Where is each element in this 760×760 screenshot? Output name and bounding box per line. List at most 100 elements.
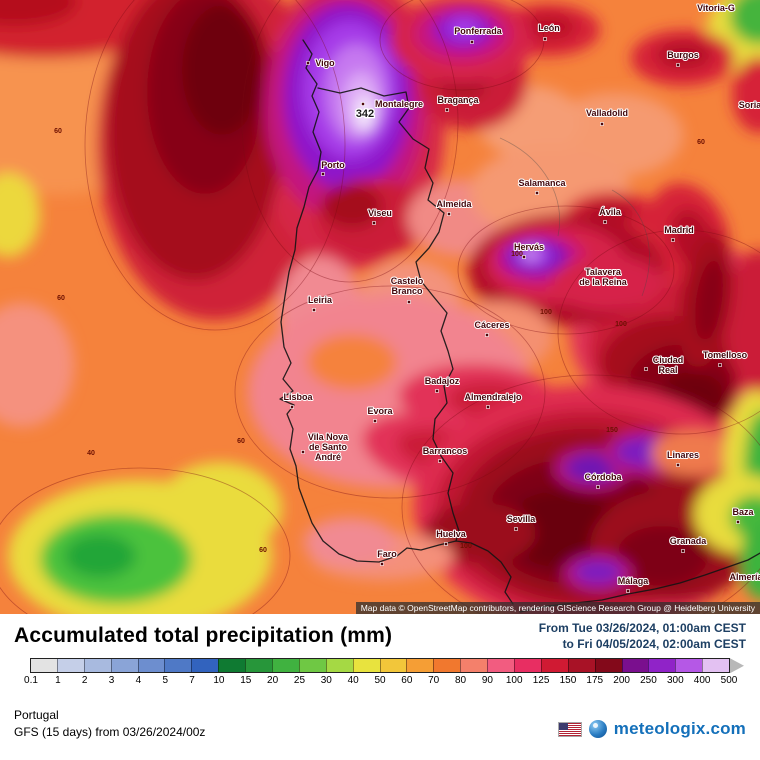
city-marker bbox=[535, 191, 539, 195]
contour-value-label: 150 bbox=[606, 427, 618, 434]
city-label: Granada bbox=[670, 536, 708, 546]
legend-chip bbox=[460, 659, 488, 673]
model-run-label: GFS (15 days) from 03/26/2024/00z bbox=[14, 725, 206, 740]
legend-tick-label: 10 bbox=[213, 675, 225, 687]
city-marker bbox=[676, 63, 680, 67]
contour-value-label: 60 bbox=[697, 139, 705, 146]
city-marker bbox=[583, 278, 587, 282]
city-marker bbox=[522, 255, 526, 259]
city-label: Burgos bbox=[667, 50, 699, 60]
city-label: Hervás bbox=[514, 242, 544, 252]
city-marker bbox=[718, 363, 722, 367]
city-marker bbox=[470, 40, 474, 44]
max-value-label: 342 bbox=[356, 108, 374, 120]
legend-tick-label: 50 bbox=[374, 675, 386, 687]
page-title: Accumulated total precipitation (mm) bbox=[14, 624, 393, 647]
legend-chip bbox=[164, 659, 192, 673]
city-label: Badajoz bbox=[425, 376, 460, 386]
precipitation-map: 60 60 40 60 60 100 100 100 60 100 150 Vigo Montaleg… bbox=[0, 0, 760, 614]
legend-chip bbox=[31, 659, 57, 673]
contour-lines bbox=[0, 0, 760, 614]
city-label: Ponferrada bbox=[454, 26, 503, 36]
legend-chip bbox=[406, 659, 434, 673]
contour-value-label: 100 bbox=[511, 251, 523, 258]
legend-tick-label: 20 bbox=[267, 675, 279, 687]
us-flag-icon bbox=[557, 721, 582, 737]
legend-tick-label: 200 bbox=[613, 675, 630, 687]
city-label: Bragança bbox=[437, 95, 479, 105]
city-label: Montalegre bbox=[375, 99, 423, 109]
legend-tick-label: 1 bbox=[55, 675, 61, 687]
city-marker bbox=[373, 419, 377, 423]
legend-chip bbox=[621, 659, 649, 673]
city-marker bbox=[676, 463, 680, 467]
legend-chip bbox=[298, 659, 326, 673]
city-marker bbox=[644, 367, 648, 371]
city-marker bbox=[444, 542, 448, 546]
legend-labels: 0.1 1 2 3 4 5 7 10 15 20 25 30 40 50 60 70 80 90 100 125 150… bbox=[24, 675, 737, 689]
contour-value-labels: 60 60 40 60 60 100 100 100 60 100 150 bbox=[54, 128, 705, 554]
legend-chip bbox=[272, 659, 299, 673]
legend-chip bbox=[702, 659, 730, 673]
city-marker bbox=[290, 405, 294, 409]
legend-tick-label: 25 bbox=[293, 675, 306, 687]
legend-chip bbox=[191, 659, 219, 673]
region-label: Portugal bbox=[14, 708, 59, 723]
city-marker bbox=[626, 589, 630, 593]
city-marker bbox=[514, 527, 518, 531]
city-marker bbox=[312, 308, 316, 312]
city-marker bbox=[438, 459, 442, 463]
legend-tick-label: 4 bbox=[135, 675, 142, 687]
color-scale-legend: 0.1 1 2 3 4 5 7 10 15 20 25 30 40 50 60 70 80 90 100 125 150… bbox=[16, 658, 744, 692]
city-label: Faro bbox=[377, 549, 397, 559]
legend-arrow-left-icon bbox=[16, 658, 30, 674]
region-border-lines bbox=[499, 137, 650, 297]
contour-value-label: 40 bbox=[87, 450, 95, 457]
city-label: Almeida bbox=[436, 199, 472, 209]
city-label: Vigo bbox=[315, 58, 335, 68]
legend-tick-label: 90 bbox=[481, 675, 493, 687]
city-marker bbox=[681, 549, 685, 553]
city-label: Linares bbox=[667, 450, 699, 460]
legend-tick-label: 125 bbox=[532, 675, 550, 687]
city-label: Baza bbox=[732, 507, 754, 517]
legend-tick-label: 7 bbox=[189, 675, 195, 687]
city-label: Ávila bbox=[599, 207, 622, 217]
city-marker bbox=[445, 108, 449, 112]
legend-tick-label: 30 bbox=[320, 675, 332, 687]
legend-chip bbox=[110, 659, 138, 673]
legend-tick-label: 80 bbox=[454, 675, 467, 687]
legend-chip bbox=[514, 659, 541, 673]
city-marker bbox=[447, 212, 451, 216]
city-label: Tomelloso bbox=[703, 350, 748, 360]
city-label: Barrancos bbox=[423, 446, 468, 456]
legend-chip bbox=[487, 659, 515, 673]
city-label: Talavera de la Reina bbox=[579, 267, 628, 287]
city-marker bbox=[301, 450, 305, 454]
city-labels-layer: Vigo Montalegre Bragança Ponferrada León Burg… bbox=[282, 2, 760, 593]
contour-value-label: 100 bbox=[540, 309, 552, 316]
city-label: Madrid bbox=[664, 225, 694, 235]
precipitation-blobs bbox=[0, 0, 760, 614]
city-marker bbox=[736, 520, 740, 524]
city-marker bbox=[361, 102, 365, 106]
legend-tick-label: 2 bbox=[81, 675, 88, 687]
city-marker bbox=[603, 220, 607, 224]
footer-panel: Accumulated total precipitation (mm) Fro… bbox=[0, 614, 760, 760]
city-label: Lisboa bbox=[283, 392, 313, 402]
legend-arrow-right-icon bbox=[730, 658, 744, 674]
city-label: Sevilla bbox=[507, 514, 537, 524]
model-info: Portugal GFS (15 days) from 03/26/2024/0… bbox=[14, 708, 205, 739]
city-label: Vitoria-G bbox=[697, 3, 735, 13]
legend-chip bbox=[433, 659, 461, 673]
legend-tick-label: 60 bbox=[401, 675, 413, 687]
city-label: Huelva bbox=[436, 529, 467, 539]
city-label: Málaga bbox=[618, 576, 650, 586]
legend-chip bbox=[83, 659, 111, 673]
legend-chip bbox=[245, 659, 273, 673]
legend-chip bbox=[218, 659, 246, 673]
legend-tick-label: 300 bbox=[666, 675, 684, 687]
city-label: Cáceres bbox=[474, 320, 509, 330]
precipitation-map-svg: 60 60 40 60 60 100 100 100 60 100 150 Vigo Montaleg… bbox=[0, 0, 760, 614]
contour-value-label: 60 bbox=[54, 128, 62, 135]
